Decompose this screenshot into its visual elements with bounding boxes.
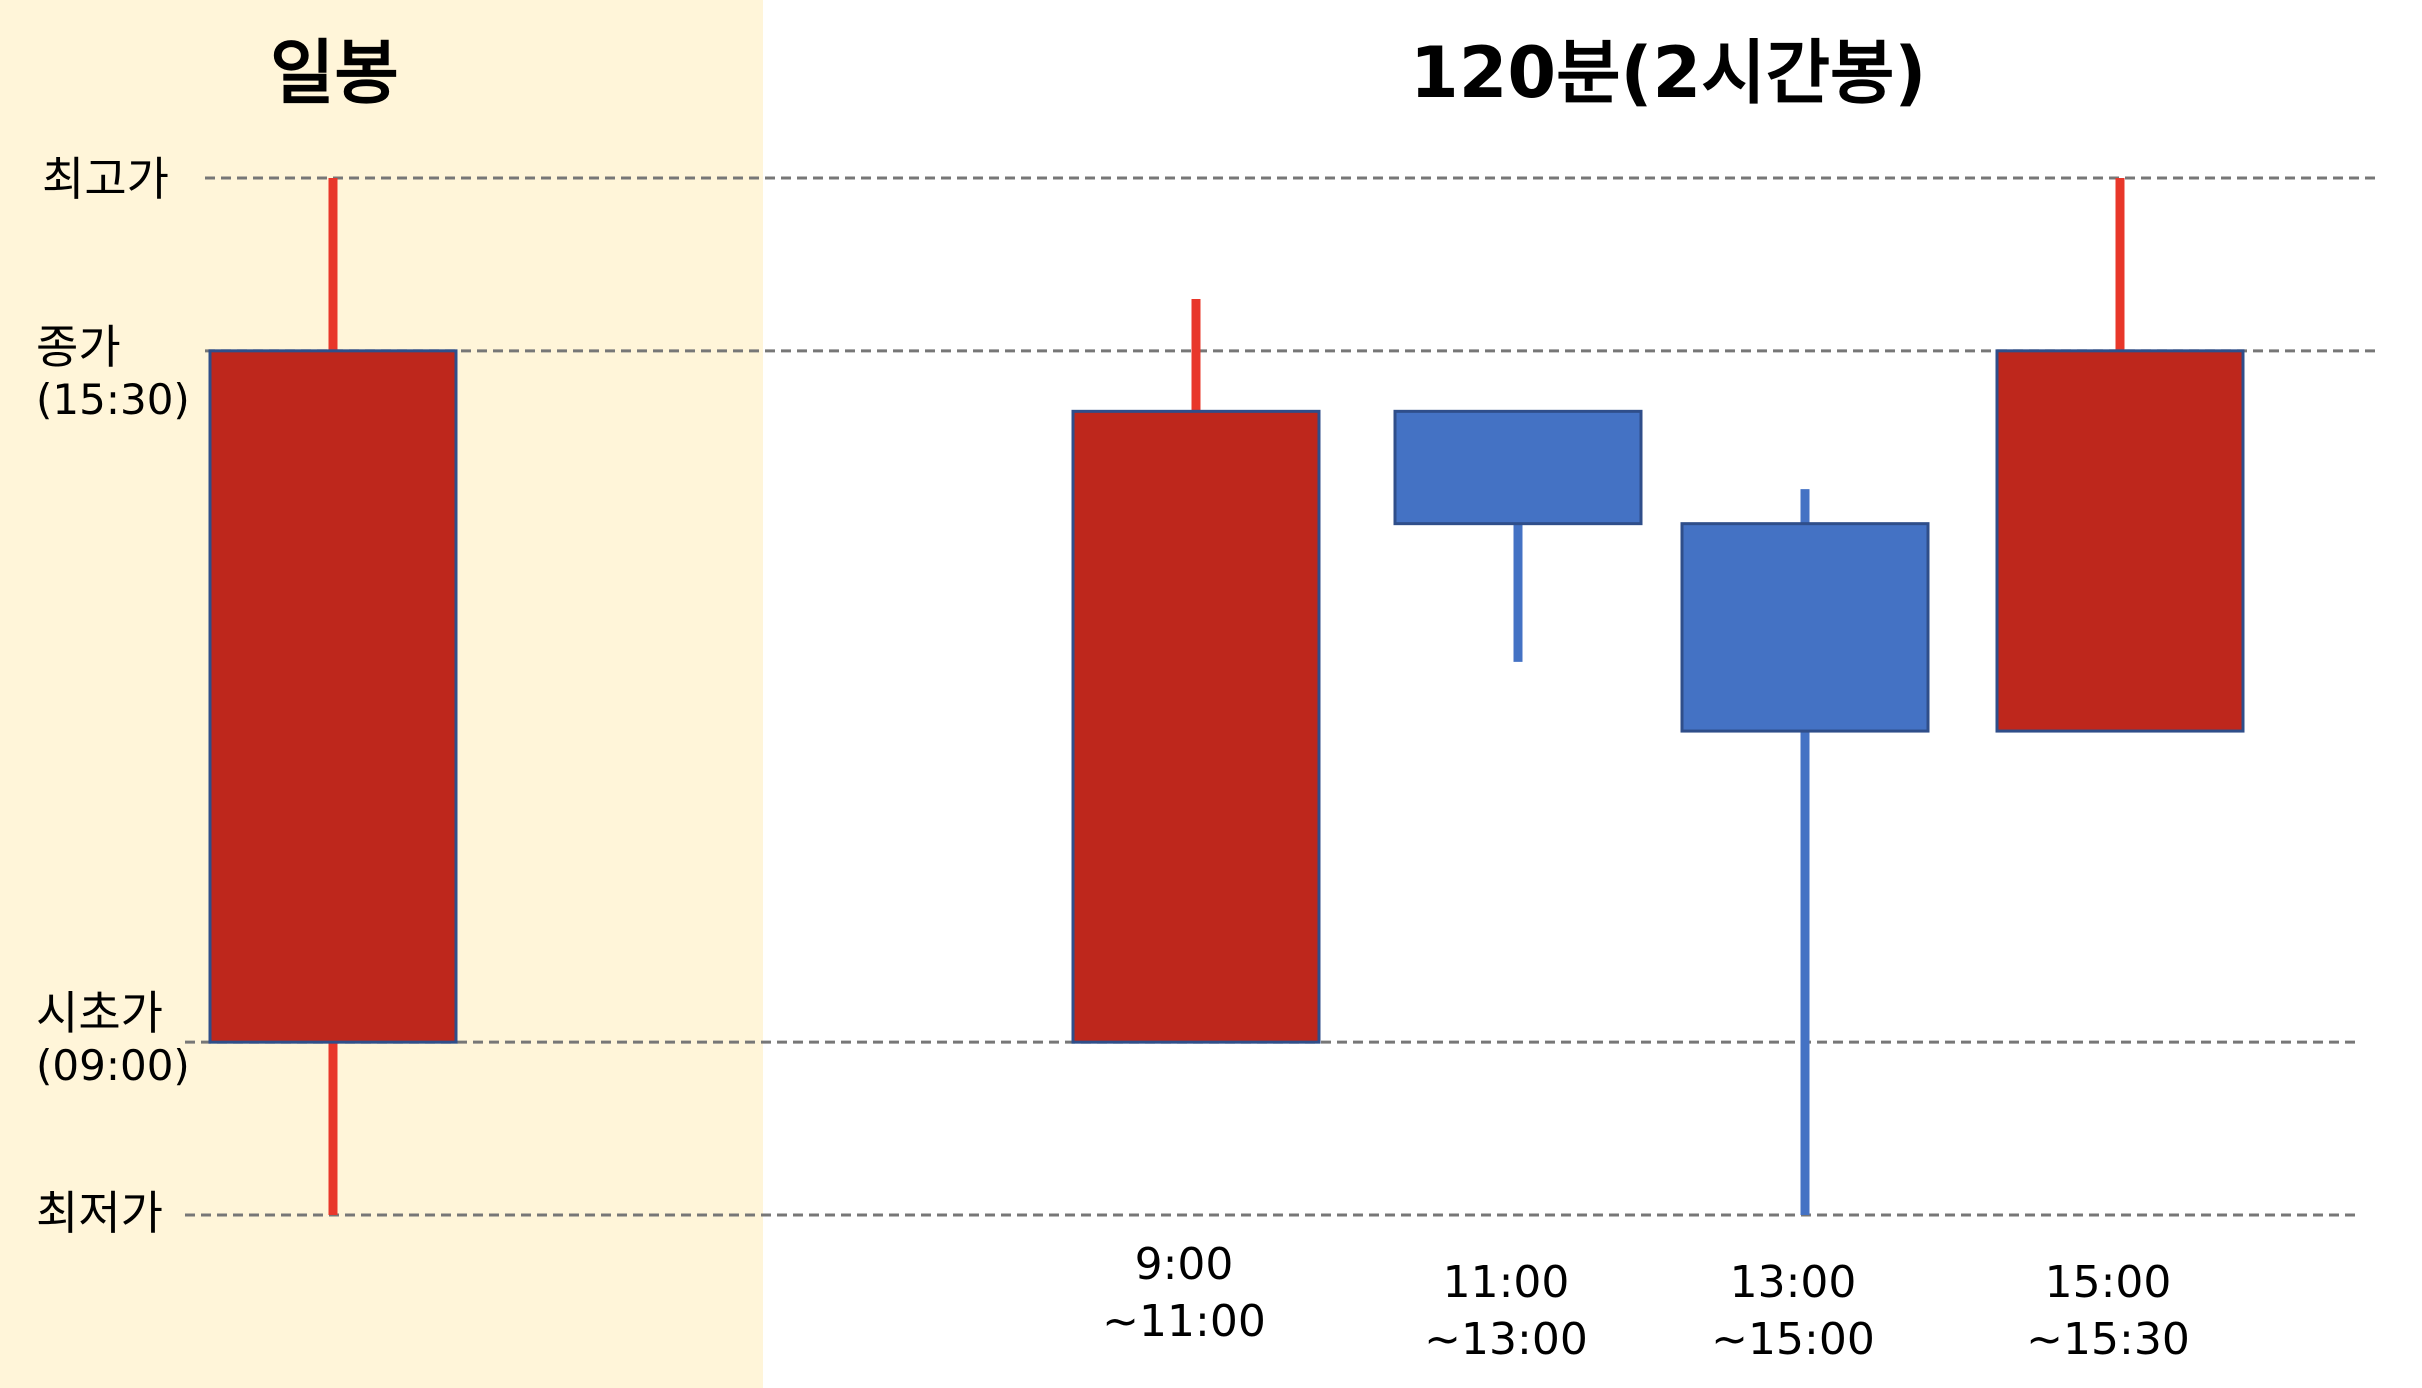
label-close-text: 종가 [36,320,121,374]
label-close: 종가 (15:30) [36,320,190,426]
candle-2-body [1393,409,1643,526]
time-label-end: ~11:00 [1102,1296,1266,1348]
label-high: 최고가 [42,152,169,207]
time-label-start: 9:00 [1134,1239,1234,1290]
time-label-end: ~15:00 [1711,1314,1875,1366]
time-label-start: 11:00 [1442,1257,1570,1308]
label-open: 시초가 (09:00) [36,986,190,1092]
daily-title: 일봉 [270,32,399,114]
label-high-text: 최고가 [42,152,169,206]
time-label-1: 9:00 ~11:00 [1102,1236,1266,1350]
time-label-3: 13:00 ~15:00 [1711,1254,1875,1368]
time-label-start: 13:00 [1729,1257,1857,1308]
time-label-2: 11:00 ~13:00 [1424,1254,1588,1368]
candle-4-body [1995,349,2245,733]
label-open-time: (09:00) [36,1041,190,1091]
candle-1-body [1071,409,1321,1044]
daily-candle-body [208,349,458,1044]
label-low: 최저가 [36,1186,163,1241]
time-label-end: ~13:00 [1424,1314,1588,1366]
time-label-start: 15:00 [2044,1257,2172,1308]
label-open-text: 시초가 [36,986,163,1040]
label-low-text: 최저가 [36,1186,163,1240]
label-close-time: (15:30) [36,375,190,425]
time-label-end: ~15:30 [2026,1314,2190,1366]
intraday-title: 120분(2시간봉) [1410,32,1927,114]
time-label-4: 15:00 ~15:30 [2026,1254,2190,1368]
candle-3-body [1680,522,1930,733]
